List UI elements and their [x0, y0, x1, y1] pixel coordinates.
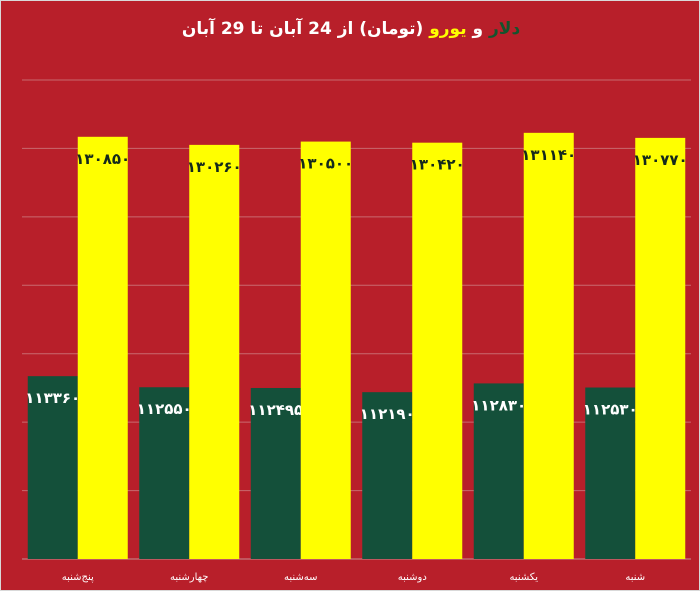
dollar-value-label: ۱۱۳۳۶۰ — [25, 389, 80, 407]
dollar-value-label: ۱۱۲۱۹۰ — [360, 405, 415, 423]
dollar-bar — [139, 387, 190, 559]
dollar-bar — [27, 376, 78, 559]
dollar-value-label: ۱۱۲۴۹۵ — [248, 401, 303, 419]
dollar-bar — [585, 387, 636, 559]
euro-value-label: ۱۳۰۴۲۰ — [410, 156, 465, 174]
dollar-value-label: ۱۱۲۸۳۰ — [471, 396, 526, 414]
euro-bar — [300, 141, 351, 560]
x-tick-label: یکشنبه — [509, 572, 538, 583]
title-rest: (تومان) از 24 آبان تا 29 آبان — [181, 19, 430, 39]
euro-value-label: ۱۳۰۵۰۰ — [298, 155, 353, 173]
euro-value-label: ۱۳۰۲۶۰ — [187, 158, 242, 176]
title-dollar: دلار — [489, 19, 521, 39]
euro-bar — [523, 132, 574, 560]
x-tick-label: سه‌شنبه — [284, 572, 318, 583]
x-tick-label: پنج‌شنبه — [62, 572, 94, 583]
euro-value-label: ۱۳۰۸۵۰ — [75, 150, 130, 168]
dollar-bar — [362, 392, 413, 559]
euro-bar — [189, 144, 240, 559]
x-tick-label: چهارشنبه — [170, 572, 208, 583]
dollar-bar — [473, 383, 524, 559]
dollar-value-label: ۱۱۲۵۳۰ — [583, 401, 638, 419]
euro-value-label: ۱۳۱۱۴۰ — [521, 146, 576, 164]
euro-bar — [635, 137, 686, 559]
x-tick-label: شنبه — [625, 572, 645, 583]
title-euro: یورو — [429, 19, 467, 39]
dollar-value-label: ۱۱۲۵۵۰ — [137, 400, 192, 418]
title-and: و — [466, 19, 490, 39]
x-tick-label: دوشنبه — [398, 572, 427, 583]
euro-bar — [77, 136, 128, 559]
dollar-bar — [250, 387, 301, 559]
euro-bar — [412, 142, 463, 559]
chart-title: دلار و یورو (تومان) از 24 آبان تا 29 آبا… — [1, 19, 700, 39]
euro-value-label: ۱۳۰۷۷۰ — [633, 151, 688, 169]
